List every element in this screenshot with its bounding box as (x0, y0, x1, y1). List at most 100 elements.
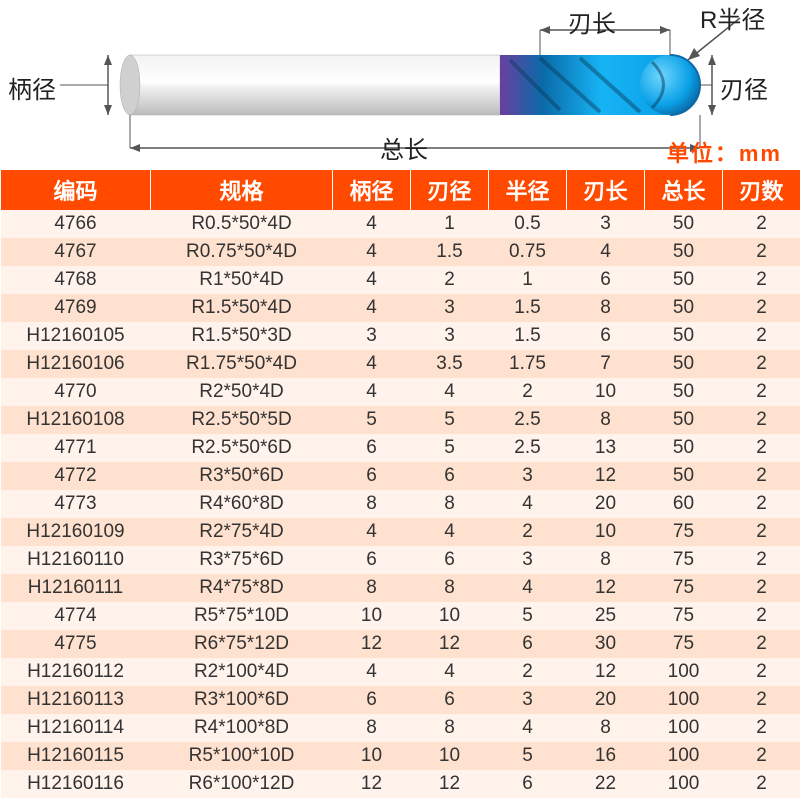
table-cell: 6 (333, 686, 411, 714)
table-cell: 7 (567, 350, 645, 378)
table-cell: 5 (411, 434, 489, 462)
table-cell: 75 (645, 574, 723, 602)
table-cell: 4769 (1, 294, 151, 322)
table-cell: 6 (333, 434, 411, 462)
table-cell: 2 (723, 518, 800, 546)
table-cell: R1.5*50*3D (151, 322, 333, 350)
table-cell: 2 (723, 322, 800, 350)
table-cell: 1.75 (489, 350, 567, 378)
table-row: 4771R2.5*50*6D652.513502 (1, 434, 800, 462)
table-cell: 4773 (1, 490, 151, 518)
spec-table: 编码 规格 柄径 刃径 半径 刃长 总长 刃数 4766R0.5*50*4D41… (0, 170, 800, 798)
table-cell: 12 (567, 574, 645, 602)
table-cell: 4 (333, 378, 411, 406)
table-row: 4767R0.75*50*4D41.50.754502 (1, 238, 800, 266)
table-cell: 4766 (1, 210, 151, 238)
table-cell: 2 (723, 406, 800, 434)
table-cell: R2.5*50*5D (151, 406, 333, 434)
table-cell: 10 (411, 602, 489, 630)
table-cell: 2 (723, 714, 800, 742)
table-cell: 4767 (1, 238, 151, 266)
table-cell: 2 (723, 462, 800, 490)
table-cell: 6 (333, 462, 411, 490)
table-cell: 16 (567, 742, 645, 770)
table-cell: 8 (411, 490, 489, 518)
table-row: H12160105R1.5*50*3D331.56502 (1, 322, 800, 350)
table-cell: 8 (333, 490, 411, 518)
table-cell: 10 (333, 602, 411, 630)
table-cell: 2 (723, 266, 800, 294)
table-cell: 1 (489, 266, 567, 294)
table-cell: 4 (411, 518, 489, 546)
table-cell: 12 (333, 770, 411, 798)
table-cell: R1*50*4D (151, 266, 333, 294)
table-cell: 2 (723, 770, 800, 798)
table-cell: 10 (411, 742, 489, 770)
table-cell: 0.5 (489, 210, 567, 238)
table-cell: R5*100*10D (151, 742, 333, 770)
table-row: 4770R2*50*4D44210502 (1, 378, 800, 406)
table-cell: 50 (645, 322, 723, 350)
table-cell: 8 (333, 714, 411, 742)
table-cell: H12160111 (1, 574, 151, 602)
table-cell: 2.5 (489, 434, 567, 462)
table-cell: 3.5 (411, 350, 489, 378)
table-cell: 6 (411, 546, 489, 574)
table-cell: 2.5 (489, 406, 567, 434)
table-cell: 5 (489, 602, 567, 630)
table-cell: 1.5 (411, 238, 489, 266)
table-cell: 8 (333, 574, 411, 602)
table-cell: R0.75*50*4D (151, 238, 333, 266)
table-cell: 2 (723, 350, 800, 378)
table-cell: 12 (567, 462, 645, 490)
table-row: 4773R4*60*8D88420602 (1, 490, 800, 518)
label-total-len: 总长 (380, 130, 428, 165)
table-cell: 3 (333, 322, 411, 350)
table-cell: 100 (645, 770, 723, 798)
table-cell: R2*50*4D (151, 378, 333, 406)
table-cell: 20 (567, 686, 645, 714)
table-cell: 22 (567, 770, 645, 798)
table-cell: R3*50*6D (151, 462, 333, 490)
table-cell: 4772 (1, 462, 151, 490)
table-cell: 6 (411, 686, 489, 714)
col-len: 刃长 (567, 170, 645, 210)
table-row: 4766R0.5*50*4D410.53502 (1, 210, 800, 238)
table-cell: 2 (723, 294, 800, 322)
table-row: 4768R1*50*4D4216502 (1, 266, 800, 294)
table-cell: 6 (411, 462, 489, 490)
table-row: 4774R5*75*10D1010525752 (1, 602, 800, 630)
table-cell: 2 (723, 658, 800, 686)
table-cell: H12160110 (1, 546, 151, 574)
table-cell: 5 (489, 742, 567, 770)
table-cell: 75 (645, 602, 723, 630)
table-cell: 6 (567, 322, 645, 350)
table-cell: 100 (645, 686, 723, 714)
table-cell: 8 (567, 294, 645, 322)
table-cell: 2 (723, 686, 800, 714)
table-cell: H12160109 (1, 518, 151, 546)
table-cell: 8 (567, 546, 645, 574)
table-cell: 50 (645, 462, 723, 490)
table-cell: 2 (489, 518, 567, 546)
table-cell: 13 (567, 434, 645, 462)
table-cell: 3 (567, 210, 645, 238)
table-cell: 10 (567, 518, 645, 546)
table-cell: 50 (645, 238, 723, 266)
col-spec: 规格 (151, 170, 333, 210)
table-cell: R6*75*12D (151, 630, 333, 658)
table-cell: 3 (489, 686, 567, 714)
table-cell: 4 (333, 210, 411, 238)
tool-diagram: 柄径 刃长 R半径 刃径 总长 单位：mm (0, 0, 800, 170)
table-cell: 100 (645, 658, 723, 686)
table-cell: 3 (411, 294, 489, 322)
table-cell: R0.5*50*4D (151, 210, 333, 238)
table-cell: 50 (645, 350, 723, 378)
table-cell: 10 (567, 378, 645, 406)
table-cell: 50 (645, 434, 723, 462)
table-cell: R2*75*4D (151, 518, 333, 546)
table-cell: R1.75*50*4D (151, 350, 333, 378)
table-cell: R4*75*8D (151, 574, 333, 602)
table-cell: 30 (567, 630, 645, 658)
table-cell: 8 (567, 406, 645, 434)
